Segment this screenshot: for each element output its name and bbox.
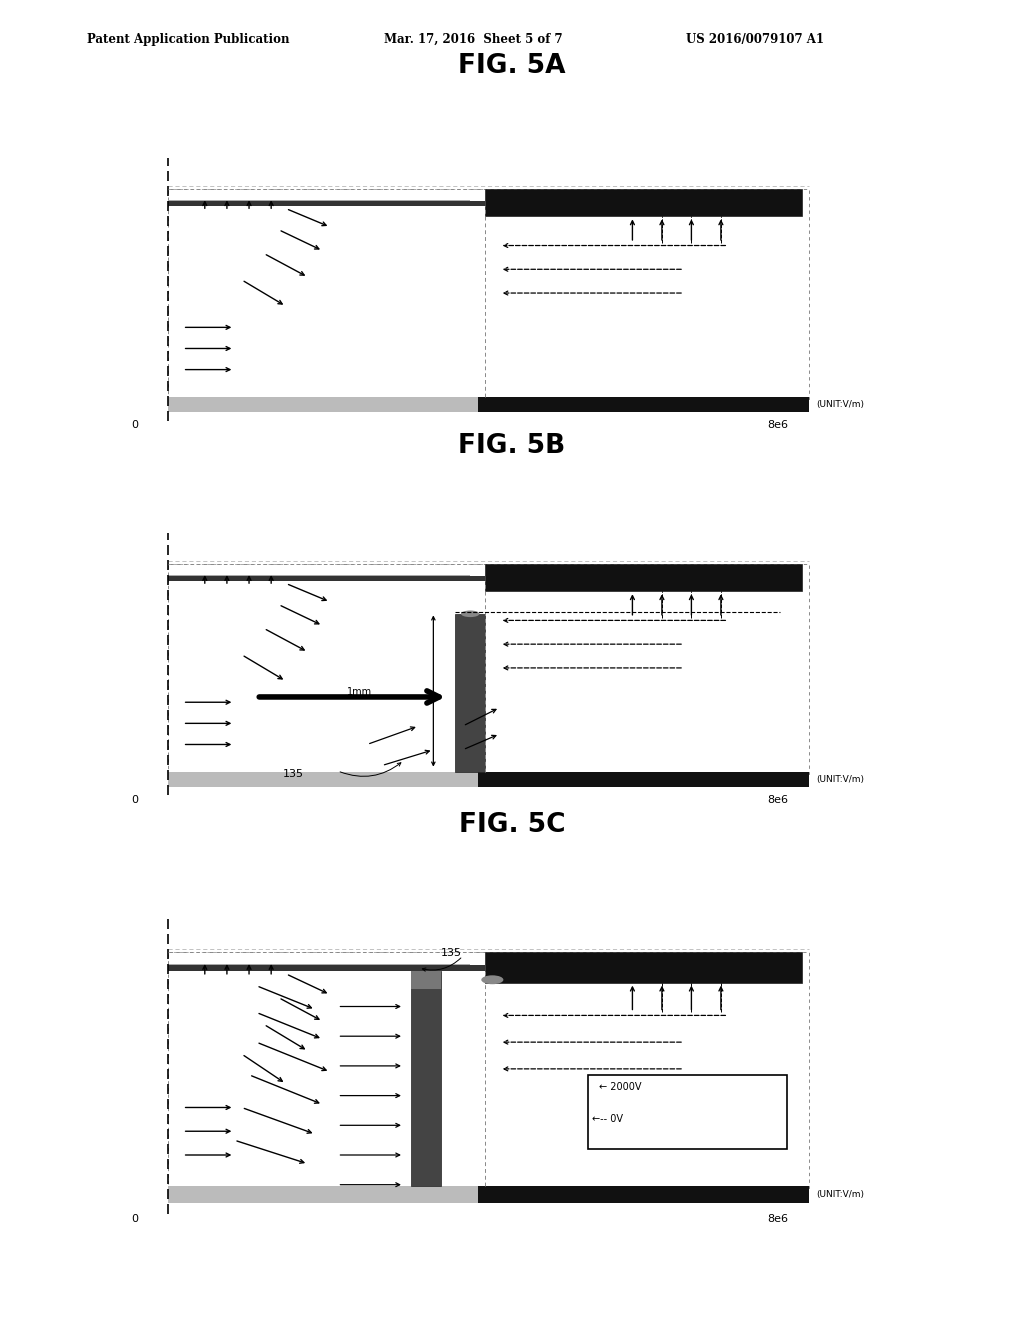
Text: ← 2000V: ← 2000V	[599, 1081, 642, 1092]
Text: 1mm: 1mm	[347, 688, 372, 697]
Text: ←-- 0V: ←-- 0V	[592, 1114, 623, 1125]
Text: 0: 0	[131, 420, 138, 430]
Bar	[588, 1074, 787, 1148]
Text: (UNIT:V/m): (UNIT:V/m)	[817, 1189, 864, 1199]
Bar	[477, 772, 809, 787]
Text: FIG. 5A: FIG. 5A	[459, 53, 565, 79]
Bar	[485, 952, 802, 982]
Bar	[168, 772, 477, 787]
Ellipse shape	[461, 610, 479, 616]
Text: FIG. 5B: FIG. 5B	[459, 433, 565, 459]
Bar	[168, 952, 809, 1188]
Bar	[477, 1187, 809, 1203]
Text: (UNIT:V/m): (UNIT:V/m)	[817, 775, 864, 784]
Bar	[485, 189, 802, 216]
Bar	[168, 189, 809, 399]
Text: 8e6: 8e6	[768, 1214, 788, 1225]
Bar	[168, 1187, 477, 1203]
Text: US 2016/0079107 A1: US 2016/0079107 A1	[686, 33, 824, 46]
Text: Patent Application Publication: Patent Application Publication	[87, 33, 290, 46]
Bar	[412, 972, 440, 1187]
Bar	[168, 397, 477, 412]
Text: (UNIT:V/m): (UNIT:V/m)	[817, 400, 864, 409]
Text: 8e6: 8e6	[768, 420, 788, 430]
Bar	[456, 614, 485, 772]
Text: Mar. 17, 2016  Sheet 5 of 7: Mar. 17, 2016 Sheet 5 of 7	[384, 33, 562, 46]
Bar	[477, 397, 809, 412]
Bar	[412, 972, 440, 989]
Bar	[168, 965, 485, 972]
Text: 135: 135	[440, 948, 462, 958]
Text: 8e6: 8e6	[768, 795, 788, 805]
Bar	[485, 564, 802, 591]
Bar	[168, 564, 809, 774]
Text: 135: 135	[283, 768, 304, 779]
Text: FIG. 5C: FIG. 5C	[459, 812, 565, 838]
Ellipse shape	[481, 975, 504, 985]
Text: 0: 0	[131, 795, 138, 805]
Bar	[168, 576, 485, 581]
Bar	[168, 201, 485, 206]
Text: 0: 0	[131, 1214, 138, 1225]
